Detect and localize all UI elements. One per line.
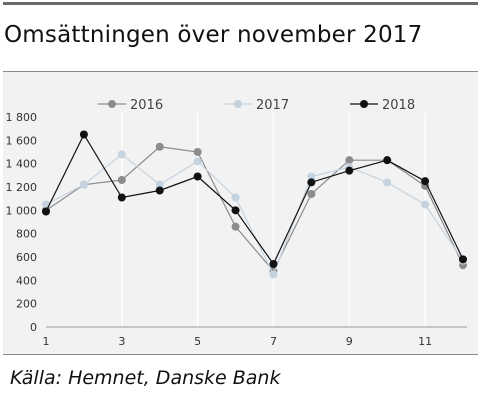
x-tick-label: 9 [346, 335, 353, 348]
top-rule [3, 2, 478, 5]
data-point-2016 [345, 156, 354, 165]
data-point-2017 [79, 180, 88, 189]
data-point-2016 [307, 190, 316, 198]
y-tick-label: 0 [30, 321, 37, 334]
y-tick-label: 1 400 [6, 158, 38, 171]
plot-bottom-divider [3, 354, 478, 355]
y-tick-label: 1 200 [6, 181, 38, 194]
x-tick-label: 11 [418, 335, 432, 348]
legend-swatch-marker-2018 [360, 100, 368, 108]
data-point-2018 [117, 193, 126, 202]
legend-label-2016: 2016 [130, 98, 163, 113]
data-point-2018 [42, 207, 50, 216]
x-tick-label: 1 [43, 335, 50, 348]
series-line-2017 [45, 153, 464, 276]
y-tick-label: 400 [16, 274, 37, 287]
plot-area [3, 72, 478, 354]
y-tick-label: 200 [16, 298, 37, 311]
legend-swatch-marker-2016 [108, 100, 116, 108]
data-point-2018 [459, 255, 467, 264]
x-tick-label: 5 [194, 335, 201, 348]
x-tick-label: 7 [270, 335, 277, 348]
legend-swatch-marker-2017 [234, 100, 242, 108]
y-tick-label: 800 [16, 228, 37, 241]
y-tick-label: 600 [16, 251, 37, 264]
x-tick-label: 3 [118, 335, 125, 348]
legend-label-2017: 2017 [256, 98, 289, 113]
data-point-2016 [193, 148, 202, 156]
series-line-2018 [45, 133, 464, 266]
data-point-2018 [79, 130, 88, 139]
data-point-2016 [117, 176, 126, 184]
series-line-2016 [45, 146, 464, 273]
source-note: Källa: Hemnet, Danske Bank [10, 367, 281, 389]
data-point-2018 [383, 156, 392, 165]
data-point-2017 [193, 157, 202, 166]
y-tick-label: 1 000 [6, 204, 38, 217]
data-point-2018 [231, 206, 240, 215]
data-point-2017 [155, 180, 164, 189]
data-point-2016 [231, 222, 240, 231]
data-point-2017 [269, 270, 278, 279]
legend-label-2018: 2018 [382, 98, 415, 113]
data-point-2017 [383, 178, 392, 187]
y-tick-label: 1 800 [6, 111, 38, 124]
data-point-2017 [307, 172, 316, 181]
data-point-2018 [193, 172, 202, 181]
plot-top-divider [3, 71, 478, 72]
data-point-2017 [231, 193, 240, 202]
chart-title: Omsättningen över november 2017 [4, 22, 423, 48]
data-point-2018 [307, 178, 316, 187]
y-tick-label: 1 600 [6, 134, 38, 147]
data-point-2017 [117, 150, 126, 159]
data-point-2018 [269, 260, 278, 268]
data-point-2018 [421, 177, 430, 186]
data-point-2018 [155, 186, 164, 195]
data-point-2016 [155, 142, 164, 151]
data-point-2018 [345, 166, 354, 175]
data-point-2017 [421, 200, 430, 209]
